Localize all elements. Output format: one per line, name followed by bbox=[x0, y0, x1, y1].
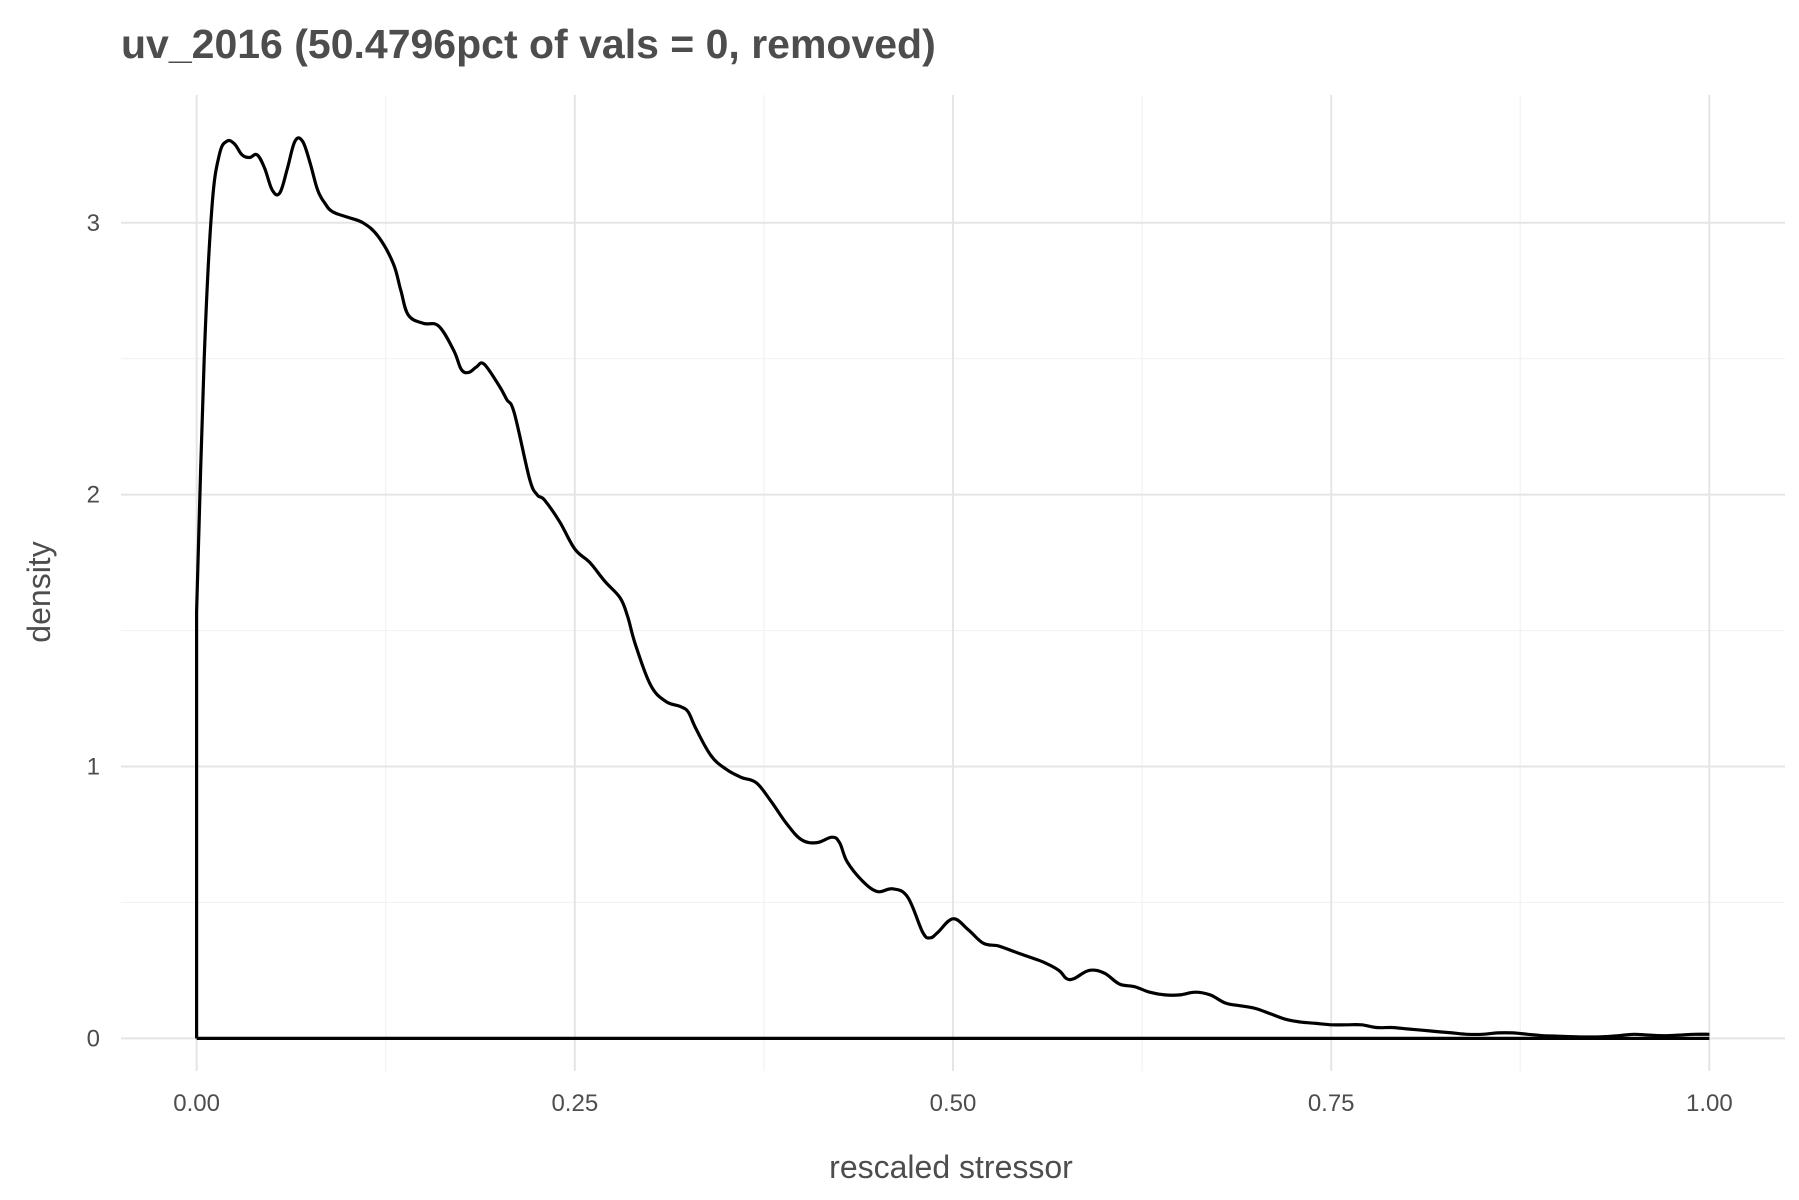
y-tick-label: 0 bbox=[87, 1025, 100, 1052]
y-tick-label: 1 bbox=[87, 754, 100, 781]
y-axis-title: density bbox=[21, 541, 57, 642]
x-tick-label: 0.00 bbox=[173, 1090, 220, 1117]
y-tick-label: 2 bbox=[87, 482, 100, 509]
plot-marks bbox=[195, 136, 1710, 1040]
x-tick-label: 0.25 bbox=[551, 1090, 598, 1117]
major-grid bbox=[121, 95, 1785, 1071]
density-curve bbox=[195, 136, 1710, 1039]
x-axis-ticks: 0.00 0.25 0.50 0.75 1.00 bbox=[173, 1090, 1732, 1117]
x-tick-label: 0.75 bbox=[1308, 1090, 1355, 1117]
chart-title: uv_2016 (50.4796pct of vals = 0, removed… bbox=[121, 21, 936, 67]
x-axis-title: rescaled stressor bbox=[829, 1149, 1073, 1185]
x-tick-label: 1.00 bbox=[1686, 1090, 1733, 1117]
y-axis-ticks: 0 1 2 3 bbox=[87, 210, 100, 1053]
y-tick-label: 3 bbox=[87, 210, 100, 237]
x-tick-label: 0.50 bbox=[930, 1090, 977, 1117]
